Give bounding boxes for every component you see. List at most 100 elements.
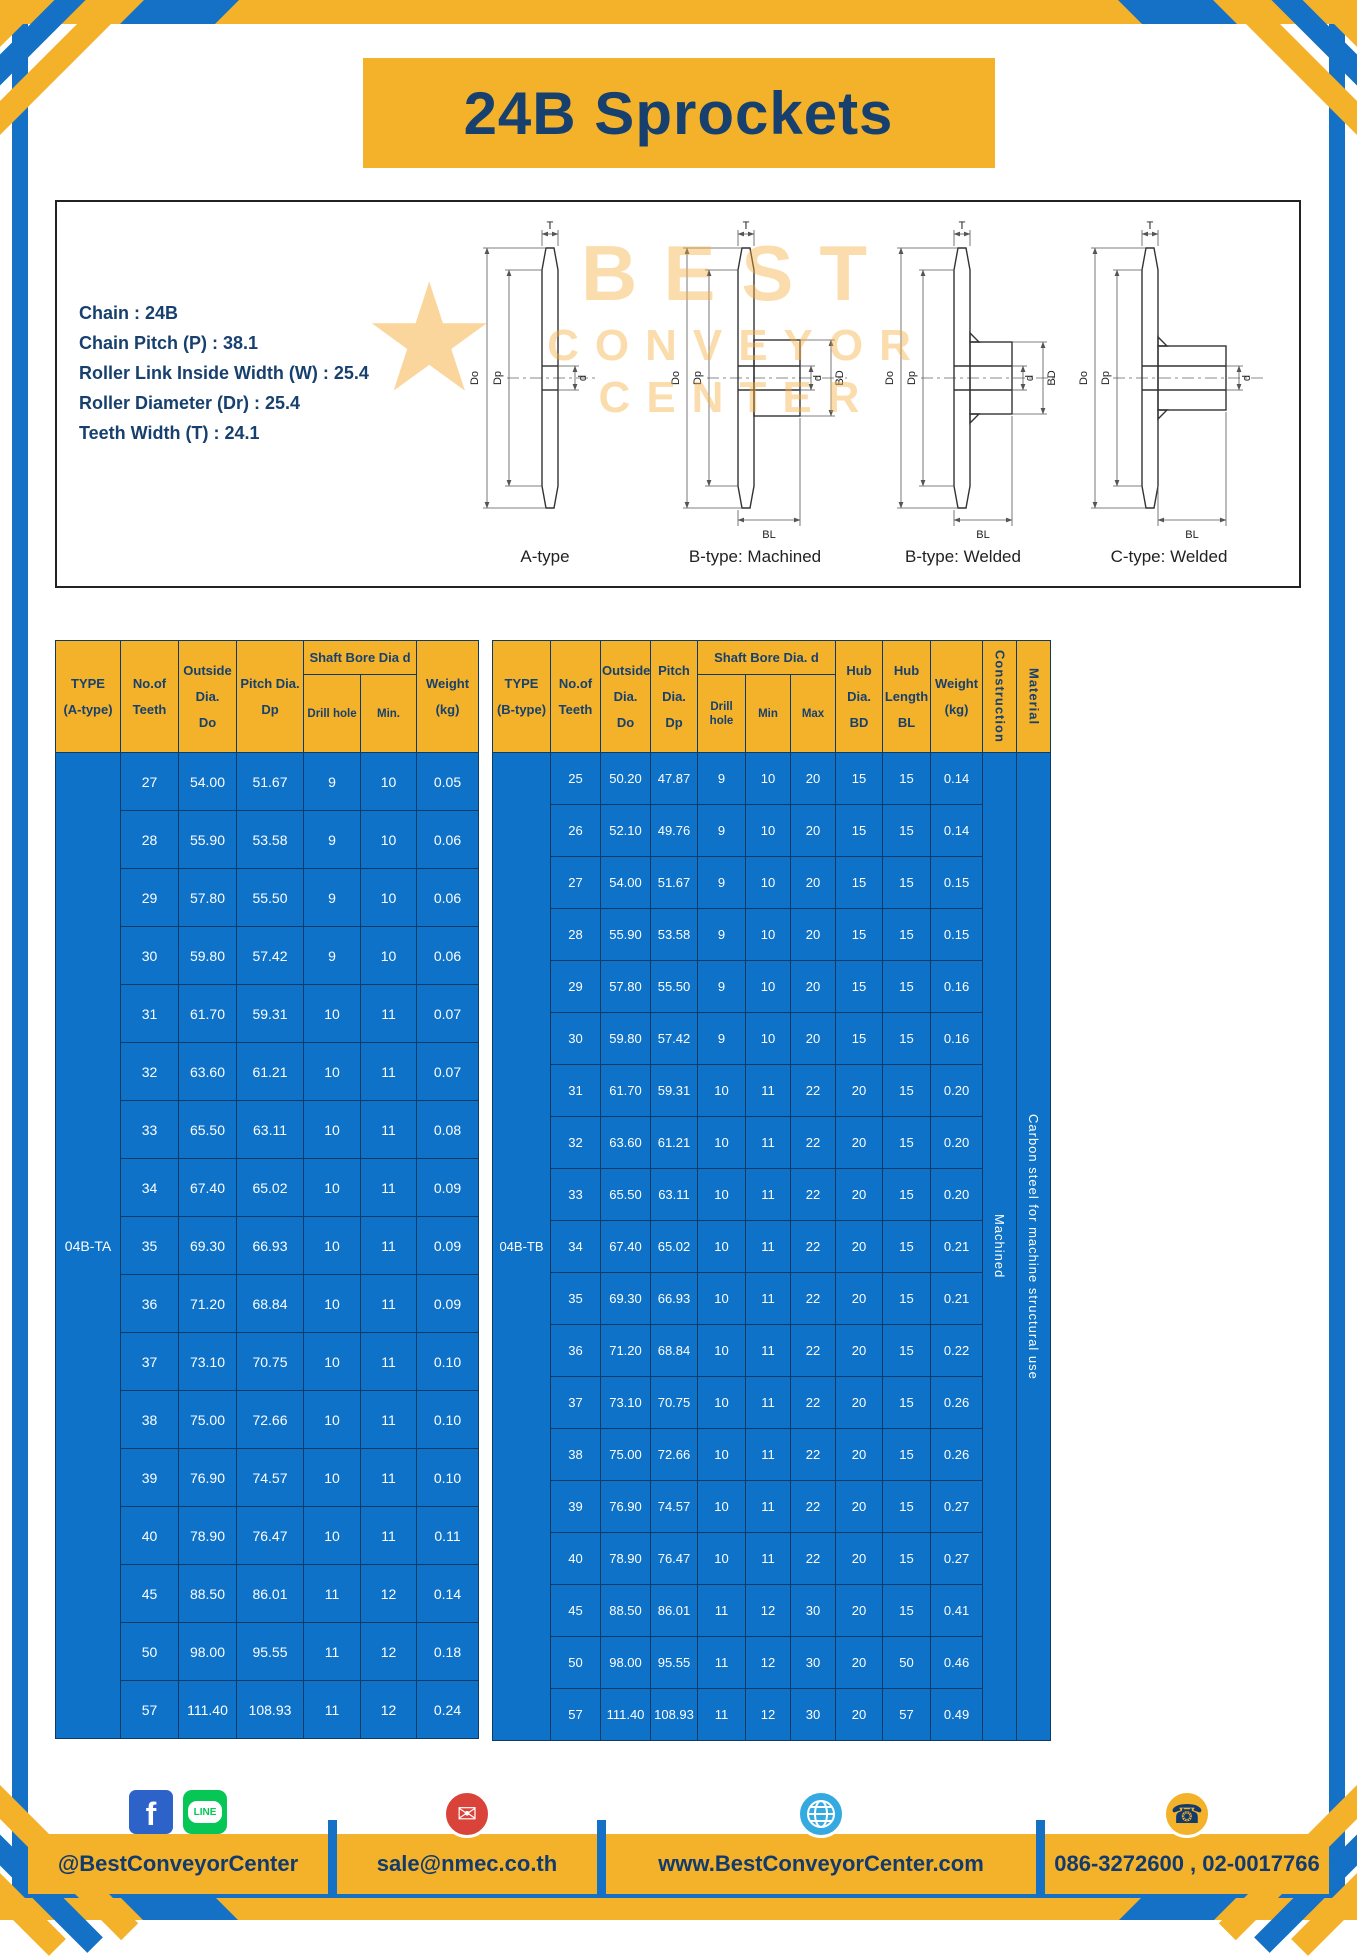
table-cell: 70.75 xyxy=(650,1376,698,1429)
table-cell: 10 xyxy=(303,1332,361,1391)
col-header-outside-dia: Outside Dia. Do xyxy=(600,640,651,753)
table-cell: 55.90 xyxy=(178,810,237,869)
table-cell: 0.09 xyxy=(416,1274,479,1333)
globe-icon[interactable] xyxy=(797,1790,845,1838)
phone-icon[interactable]: ☎ xyxy=(1163,1790,1211,1838)
dim-d: d xyxy=(812,375,824,381)
website-url[interactable]: www.BestConveyorCenter.com xyxy=(658,1851,984,1876)
table-cell: 0.10 xyxy=(416,1448,479,1507)
page-title: 24B Sprockets xyxy=(463,79,894,147)
table-cell: 71.20 xyxy=(178,1274,237,1333)
table-cell: 9 xyxy=(697,1012,746,1065)
dim-do: Do xyxy=(884,371,896,385)
table-cell: 31 xyxy=(550,1064,601,1117)
table-row: 34 67.40 65.02 10 11 22 20 15 0.21 xyxy=(493,1220,1051,1273)
line-icon[interactable]: LINE xyxy=(183,1790,227,1834)
table-cell: 75.00 xyxy=(600,1428,651,1481)
drawing-a-type: T Do Dp d A-type xyxy=(445,220,645,567)
facebook-icon[interactable]: f xyxy=(129,1790,173,1834)
table-cell: 73.10 xyxy=(600,1376,651,1429)
table-cell: 15 xyxy=(882,1168,932,1221)
table-cell: 38 xyxy=(120,1390,179,1449)
table-cell: 10 xyxy=(697,1532,746,1585)
table-cell: 11 xyxy=(360,1274,417,1333)
table-cell: 9 xyxy=(697,908,746,961)
mail-icon[interactable]: ✉ xyxy=(443,1790,491,1838)
table-b-body: 04B-TB 25 50.20 47.87 9 10 20 15 15 0.14 Machined C… xyxy=(492,752,1052,1741)
table-cell: 86.01 xyxy=(650,1584,698,1637)
table-cell: 11 xyxy=(745,1220,791,1273)
table-cell: 61.21 xyxy=(650,1116,698,1169)
table-header-row: Drill hole Min Max xyxy=(493,674,1051,753)
table-header-row: TYPE (A-type) No.of Teeth Outside Dia. D… xyxy=(55,640,479,753)
table-cell: 9 xyxy=(697,856,746,909)
table-cell: 30 xyxy=(789,1688,837,1741)
table-cell: 30 xyxy=(550,1012,601,1065)
table-cell: 57.80 xyxy=(600,960,651,1013)
table-cell: 95.55 xyxy=(236,1622,304,1681)
table-cell: 11 xyxy=(745,1064,791,1117)
table-cell: 71.20 xyxy=(600,1324,651,1377)
table-cell: 37 xyxy=(550,1376,601,1429)
table-cell: 53.58 xyxy=(236,810,304,869)
table-cell: 86.01 xyxy=(236,1564,304,1623)
table-cell: 50 xyxy=(550,1636,601,1689)
diagram-box: ★ BEST CONVEYOR CENTER Chain : 24B Chain… xyxy=(55,200,1301,588)
table-cell: 20 xyxy=(835,1272,884,1325)
table-cell: 15 xyxy=(882,1324,932,1377)
dim-do: Do xyxy=(670,371,682,385)
table-cell: 32 xyxy=(550,1116,601,1169)
drawing-b-type-machined: T Do Dp d BD BL B-type: Machined xyxy=(655,220,855,567)
table-cell: 0.14 xyxy=(416,1564,479,1623)
table-cell: 10 xyxy=(745,960,791,1013)
col-header-material: Material xyxy=(1016,640,1052,753)
table-cell: 63.11 xyxy=(236,1100,304,1159)
table-cell: 15 xyxy=(882,960,932,1013)
table-cell: 0.05 xyxy=(416,752,479,811)
col-header-teeth: No.of Teeth xyxy=(550,640,601,753)
table-cell: 59.80 xyxy=(600,1012,651,1065)
table-cell: 40 xyxy=(550,1532,601,1585)
table-cell: 66.93 xyxy=(236,1216,304,1275)
spec-line: Chain Pitch (P) : 38.1 xyxy=(79,333,259,353)
table-cell: 74.57 xyxy=(650,1480,698,1533)
drawing-label: A-type xyxy=(520,547,570,566)
table-cell: 0.11 xyxy=(416,1506,479,1565)
email-address[interactable]: sale@nmec.co.th xyxy=(376,1851,558,1876)
table-cell: 10 xyxy=(697,1220,746,1273)
table-cell: 36 xyxy=(550,1324,601,1377)
facebook-glyph: f xyxy=(145,1796,157,1832)
table-cell: 0.15 xyxy=(930,856,984,909)
table-cell: 12 xyxy=(360,1564,417,1623)
table-cell: 0.09 xyxy=(416,1216,479,1275)
table-cell: 10 xyxy=(303,1506,361,1565)
table-cell: 57 xyxy=(550,1688,601,1741)
table-cell: 68.84 xyxy=(650,1324,698,1377)
spec-line: Teeth Width (T) : 24.1 xyxy=(79,423,260,443)
table-cell: 0.22 xyxy=(930,1324,984,1377)
table-row: 33 65.50 63.11 10 11 22 20 15 0.20 xyxy=(493,1168,1051,1221)
table-a-header: TYPE (A-type) No.of Teeth Outside Dia. D… xyxy=(55,640,479,753)
table-cell: 22 xyxy=(789,1532,837,1585)
table-cell: 0.49 xyxy=(930,1688,984,1741)
table-cell: 30 xyxy=(120,926,179,985)
dim-dp: Dp xyxy=(1100,371,1112,385)
table-cell: 33 xyxy=(550,1168,601,1221)
social-handle[interactable]: @BestConveyorCenter xyxy=(57,1851,299,1876)
phone-numbers[interactable]: 086-3272600 , 02-0017766 xyxy=(1054,1851,1320,1876)
table-cell: 0.16 xyxy=(930,960,984,1013)
table-cell: 76.47 xyxy=(236,1506,304,1565)
table-cell: 61.70 xyxy=(600,1064,651,1117)
table-cell: 10 xyxy=(745,804,791,857)
table-cell: 0.21 xyxy=(930,1220,984,1273)
footer-divider xyxy=(597,1820,606,1894)
table-cell: 0.06 xyxy=(416,926,479,985)
table-cell: 11 xyxy=(360,1332,417,1391)
table-cell: 15 xyxy=(882,1480,932,1533)
phone-glyph: ☎ xyxy=(1170,1798,1204,1829)
table-cell: 15 xyxy=(882,1584,932,1637)
dim-bd: BD xyxy=(1046,370,1058,385)
table-cell: 20 xyxy=(835,1324,884,1377)
col-header-pitch-dia: Pitch Dia. Dp xyxy=(650,640,698,753)
table-cell: 10 xyxy=(303,1448,361,1507)
